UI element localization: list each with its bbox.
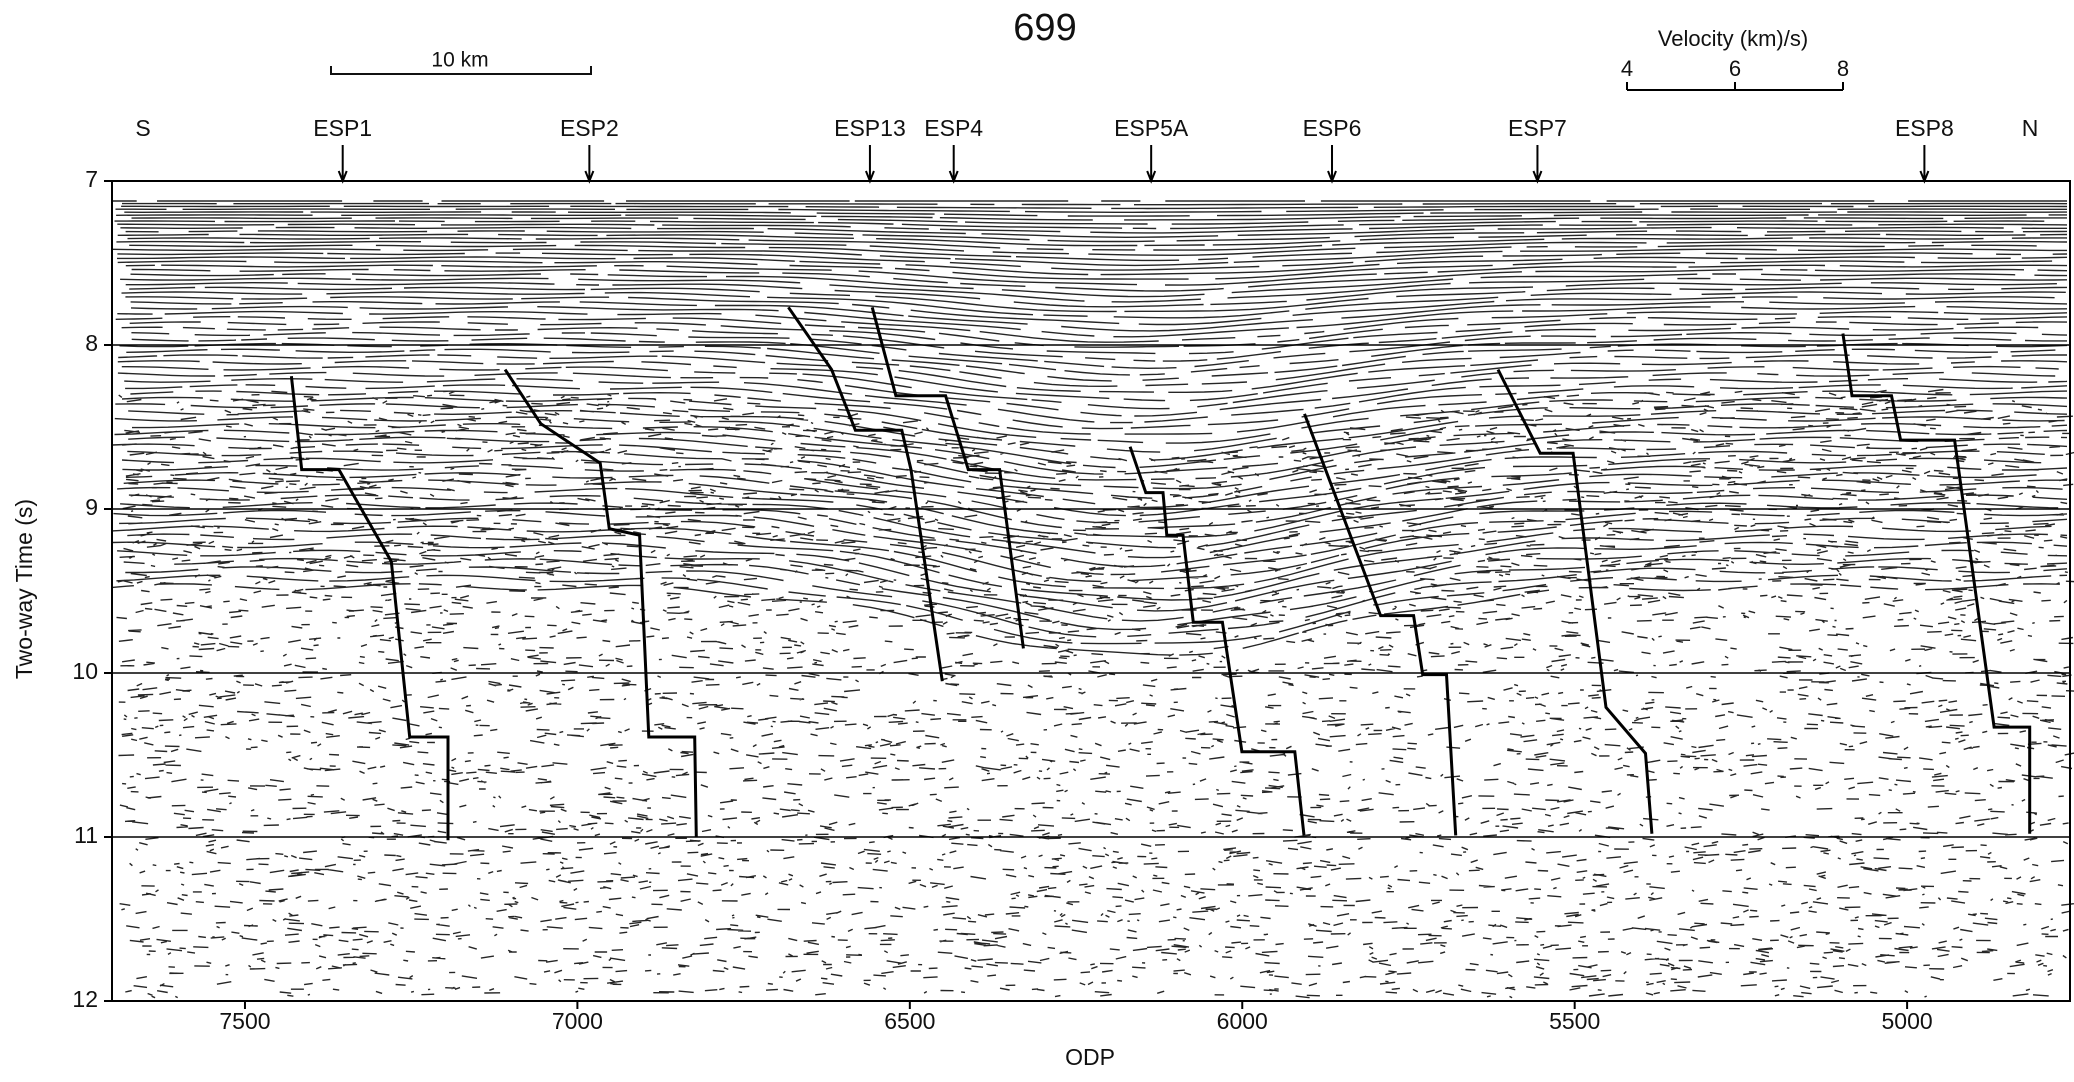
x-tick-label: 6500: [884, 1008, 935, 1034]
y-tick-label: 10: [72, 658, 98, 684]
velocity-profile: [1303, 413, 1458, 836]
velocity-profile: [289, 376, 450, 841]
y-tick-label: 7: [85, 166, 98, 192]
x-tick-label: 5000: [1882, 1008, 1933, 1034]
x-tick-label: 7000: [552, 1008, 603, 1034]
esp-label: ESP6: [1303, 115, 1362, 141]
esp-label: ESP2: [560, 115, 619, 141]
x-tick-label: 6000: [1217, 1008, 1268, 1034]
esp-label: ESP5A: [1114, 115, 1189, 141]
seismic-texture: [111, 200, 2074, 999]
esp-marker: [1919, 145, 1930, 184]
distance-scale-label: 10 km: [431, 49, 488, 72]
velocity-profile: [1128, 446, 1306, 836]
esp-label: ESP13: [834, 115, 906, 141]
chart-title: 699: [1013, 7, 1076, 49]
esp-label: ESP4: [924, 115, 983, 141]
velocity-profile: [1496, 368, 1654, 834]
end-label: N: [2022, 115, 2039, 141]
velocity-profile: [870, 306, 1025, 649]
y-tick-label: 8: [85, 330, 98, 356]
y-tick-label: 9: [85, 494, 98, 520]
x-tick-label: 5500: [1549, 1008, 1600, 1034]
esp-marker: [948, 145, 959, 184]
end-label: S: [135, 115, 150, 141]
velocity-profile: [787, 306, 944, 682]
velocity-profile: [1841, 333, 2032, 834]
velocity-tick-label: 4: [1621, 56, 1633, 81]
esp-marker: [1146, 145, 1157, 184]
distance-scale-bar: [330, 66, 592, 75]
y-tick-label: 12: [72, 986, 98, 1012]
y-axis-label: Two-way Time (s): [11, 499, 37, 679]
x-axis-label: ODP: [1065, 1044, 1115, 1070]
x-tick-label: 7500: [219, 1008, 270, 1034]
velocity-scale-label: Velocity (km)/s): [1658, 26, 1808, 51]
y-tick-label: 11: [74, 822, 98, 848]
velocity-profile: [503, 368, 698, 838]
esp-label: ESP7: [1508, 115, 1567, 141]
velocity-tick-label: 8: [1837, 56, 1849, 81]
esp-marker: [865, 145, 875, 184]
esp-label: ESP8: [1895, 115, 1954, 141]
esp-marker: [584, 145, 595, 184]
esp-marker: [1532, 145, 1543, 184]
esp-marker: [1327, 145, 1337, 184]
esp-label: ESP1: [313, 115, 372, 141]
esp-marker: [337, 145, 348, 184]
velocity-tick-label: 6: [1729, 56, 1741, 81]
